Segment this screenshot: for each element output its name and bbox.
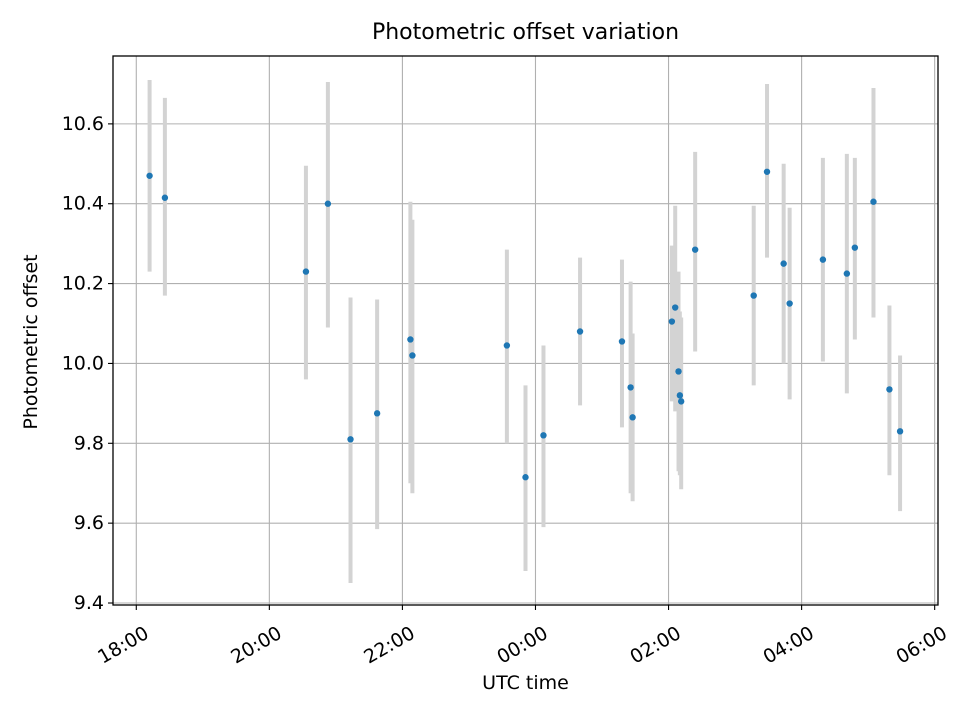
error-bars	[147, 79, 903, 584]
data-point-30	[896, 428, 904, 435]
data-point-20	[691, 246, 699, 253]
data-point-2	[302, 268, 310, 275]
data-point-1	[161, 194, 169, 201]
data-point-28	[870, 198, 877, 205]
data-point-0	[146, 172, 153, 179]
data-points	[146, 168, 904, 481]
data-point-12	[618, 338, 626, 345]
data-point-22	[763, 168, 771, 175]
data-point-16	[671, 304, 679, 311]
data-point-3	[324, 200, 332, 207]
chart-title: Photometric offset variation	[371, 20, 680, 45]
y-tick-label: 9.6	[74, 512, 104, 534]
y-tick-label: 10.2	[62, 273, 104, 295]
data-point-26	[843, 270, 851, 277]
data-point-10	[540, 432, 547, 439]
grid-lines	[113, 56, 938, 605]
y-tick-label: 9.4	[74, 592, 104, 614]
data-point-7	[409, 352, 416, 359]
data-point-6	[407, 336, 414, 343]
data-point-13	[627, 384, 634, 391]
y-tick-label: 10.0	[62, 352, 104, 374]
data-point-21	[750, 292, 757, 299]
data-point-8	[503, 342, 511, 349]
data-point-19	[677, 398, 685, 405]
data-point-5	[373, 410, 381, 417]
x-tick-label: 00:00	[493, 622, 551, 668]
plot-frame	[112, 55, 939, 606]
data-point-4	[347, 436, 354, 443]
y-tick-label: 10.6	[62, 113, 104, 135]
x-tick-label: 18:00	[94, 622, 152, 668]
data-point-24	[786, 300, 793, 307]
y-tick-label: 9.8	[74, 432, 104, 454]
x-axis-label: UTC time	[482, 672, 569, 694]
data-point-27	[851, 244, 859, 251]
data-point-17	[675, 368, 682, 375]
data-point-23	[780, 260, 787, 267]
x-tick-label: 22:00	[360, 622, 418, 668]
x-tick-label: 02:00	[626, 622, 684, 668]
data-point-18	[676, 392, 684, 399]
data-point-11	[576, 328, 584, 335]
data-point-9	[522, 474, 529, 481]
x-tick-label: 04:00	[759, 622, 817, 668]
x-tick-label: 20:00	[227, 622, 285, 668]
data-point-15	[668, 318, 676, 325]
data-point-25	[819, 256, 827, 263]
data-point-29	[886, 386, 893, 393]
x-tick-label: 06:00	[893, 622, 951, 668]
data-point-14	[629, 414, 636, 421]
y-tick-label: 10.4	[62, 193, 104, 215]
